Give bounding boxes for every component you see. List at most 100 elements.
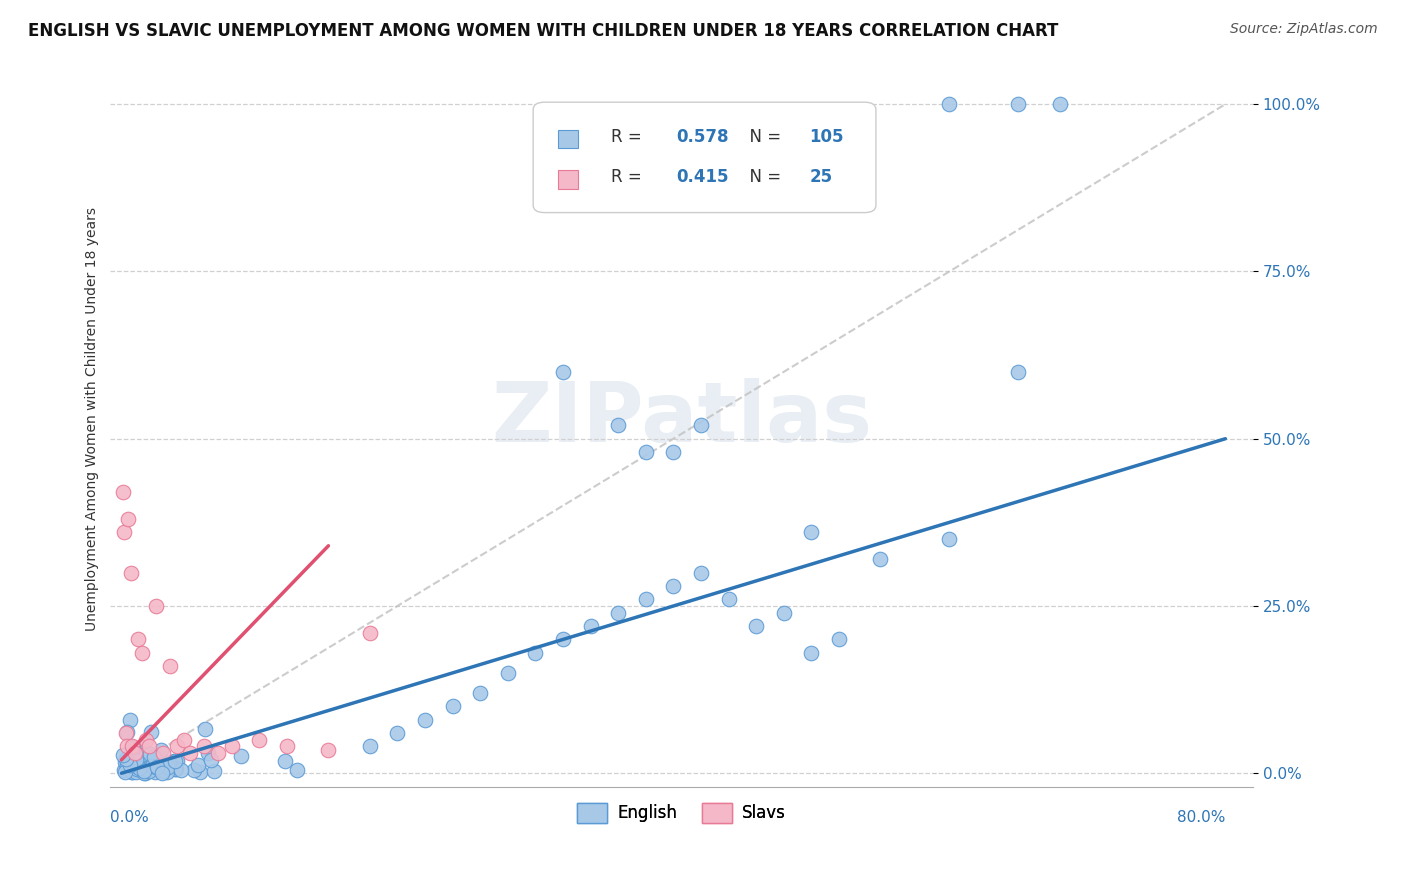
- Point: [111, 747, 134, 762]
- Point: [125, 764, 148, 779]
- Point: [134, 758, 156, 772]
- Point: [134, 765, 156, 780]
- Point: [163, 762, 186, 776]
- Point: [138, 761, 160, 775]
- Point: [124, 758, 146, 772]
- Point: [1049, 97, 1071, 112]
- Point: [121, 739, 143, 754]
- Point: [193, 739, 215, 754]
- Point: [127, 632, 149, 647]
- Point: [125, 753, 148, 767]
- Point: [551, 365, 574, 379]
- Point: [127, 759, 149, 773]
- Point: [152, 746, 174, 760]
- Point: [249, 732, 271, 747]
- Point: [139, 725, 162, 739]
- Point: [166, 739, 188, 754]
- Point: [150, 758, 173, 772]
- Point: [127, 759, 149, 773]
- Point: [229, 748, 252, 763]
- Point: [1007, 97, 1029, 112]
- Point: [163, 754, 186, 768]
- Point: [413, 713, 436, 727]
- Point: [938, 97, 960, 112]
- Point: [138, 764, 160, 778]
- Text: ENGLISH VS SLAVIC UNEMPLOYMENT AMONG WOMEN WITH CHILDREN UNDER 18 YEARS CORRELAT: ENGLISH VS SLAVIC UNEMPLOYMENT AMONG WOM…: [28, 22, 1059, 40]
- Text: 25: 25: [810, 169, 832, 186]
- Point: [183, 764, 205, 778]
- Point: [128, 747, 150, 762]
- Point: [165, 762, 187, 776]
- Point: [150, 764, 173, 778]
- Text: R =: R =: [610, 169, 647, 186]
- Point: [152, 755, 174, 769]
- Point: [143, 764, 166, 779]
- Text: 0.578: 0.578: [676, 128, 728, 145]
- Point: [132, 766, 155, 780]
- Point: [145, 599, 167, 613]
- Point: [120, 566, 142, 580]
- Point: [114, 756, 136, 770]
- Point: [551, 632, 574, 647]
- Point: [524, 646, 547, 660]
- Point: [202, 764, 225, 779]
- Point: [800, 525, 823, 540]
- Point: [179, 746, 201, 760]
- Point: [112, 525, 135, 540]
- Point: [607, 606, 630, 620]
- Point: [163, 754, 186, 768]
- Point: [607, 418, 630, 433]
- Point: [1007, 365, 1029, 379]
- Point: [115, 757, 138, 772]
- Point: [124, 746, 146, 760]
- Point: [156, 760, 179, 774]
- Point: [188, 764, 211, 779]
- Point: [938, 532, 960, 546]
- Point: [579, 619, 602, 633]
- Point: [139, 762, 162, 776]
- Point: [146, 761, 169, 775]
- Point: [129, 756, 152, 770]
- Point: [149, 764, 172, 778]
- Point: [112, 763, 135, 777]
- Point: [143, 749, 166, 764]
- Point: [122, 742, 145, 756]
- Point: [285, 763, 308, 777]
- Point: [134, 763, 156, 777]
- Point: [207, 746, 229, 760]
- Point: [772, 606, 794, 620]
- Point: [111, 485, 134, 500]
- Point: [173, 732, 195, 747]
- Point: [114, 752, 136, 766]
- Point: [121, 764, 143, 779]
- Point: [134, 747, 156, 762]
- Point: [496, 665, 519, 680]
- Point: [359, 739, 381, 754]
- Point: [135, 732, 157, 747]
- Point: [662, 445, 685, 459]
- Point: [274, 755, 297, 769]
- Point: [138, 747, 160, 761]
- Point: [134, 761, 156, 775]
- Point: [145, 760, 167, 774]
- FancyBboxPatch shape: [558, 170, 578, 189]
- Point: [138, 739, 160, 754]
- Text: 0.0%: 0.0%: [111, 810, 149, 825]
- Point: [800, 646, 823, 660]
- Point: [150, 765, 173, 780]
- Point: [745, 619, 768, 633]
- Point: [166, 754, 188, 768]
- Point: [114, 726, 136, 740]
- Text: Source: ZipAtlas.com: Source: ZipAtlas.com: [1230, 22, 1378, 37]
- Legend: English, Slavs: English, Slavs: [571, 797, 793, 830]
- Point: [828, 632, 851, 647]
- Point: [152, 762, 174, 776]
- Point: [187, 758, 209, 772]
- Point: [194, 722, 217, 736]
- Point: [131, 646, 153, 660]
- Point: [717, 592, 740, 607]
- Point: [115, 725, 138, 739]
- Point: [156, 765, 179, 780]
- Point: [125, 763, 148, 777]
- Point: [690, 418, 713, 433]
